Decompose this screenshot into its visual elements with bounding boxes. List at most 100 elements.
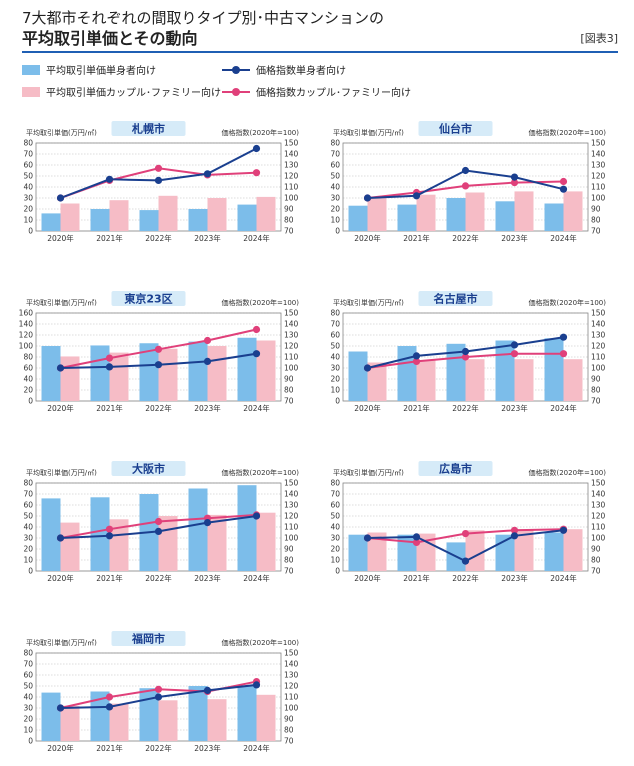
point-single bbox=[105, 532, 114, 540]
left-tick-label: 30 bbox=[23, 194, 33, 203]
right-tick-label: 120 bbox=[591, 512, 606, 521]
left-tick-label: 30 bbox=[330, 534, 340, 543]
legend-swatch-family-bar bbox=[22, 86, 40, 97]
left-tick-label: 60 bbox=[23, 671, 33, 680]
x-tick-label: 2023年 bbox=[194, 743, 221, 753]
left-tick-label: 60 bbox=[23, 161, 33, 170]
x-tick-label: 2021年 bbox=[96, 743, 123, 753]
right-tick-label: 130 bbox=[591, 331, 606, 340]
bar-single bbox=[544, 338, 564, 401]
city-badge bbox=[111, 631, 186, 646]
right-tick-label: 100 bbox=[284, 704, 299, 713]
x-tick-label: 2022年 bbox=[452, 233, 479, 243]
x-tick-label: 2024年 bbox=[243, 743, 270, 753]
right-tick-label: 80 bbox=[284, 556, 294, 565]
right-tick-label: 110 bbox=[284, 523, 299, 532]
city-badge bbox=[111, 461, 186, 476]
x-tick-label: 2020年 bbox=[47, 403, 74, 413]
left-tick-label: 40 bbox=[330, 183, 340, 192]
city-name: 東京23区 bbox=[124, 292, 172, 306]
header: 7大都市それぞれの間取りタイプ別･中古マンションの 平均取引単価とその動向 [図… bbox=[22, 8, 618, 50]
left-tick-label: 50 bbox=[23, 172, 33, 181]
point-family bbox=[510, 179, 519, 187]
city-name: 大阪市 bbox=[132, 462, 165, 476]
bar-family bbox=[256, 512, 276, 571]
legend-label-family-bar: 平均取引単価カップル･ファミリー向け bbox=[46, 88, 221, 99]
right-tick-label: 150 bbox=[591, 479, 606, 488]
left-tick-label: 60 bbox=[23, 501, 33, 510]
bar-family bbox=[367, 532, 387, 571]
bar-family bbox=[207, 346, 227, 401]
left-tick-label: 20 bbox=[330, 205, 340, 214]
right-tick-label: 70 bbox=[284, 397, 294, 406]
right-tick-label: 110 bbox=[284, 353, 299, 362]
left-axis-title: 平均取引単価(万円/㎡) bbox=[333, 128, 404, 137]
point-single bbox=[56, 704, 65, 712]
right-tick-label: 140 bbox=[284, 490, 299, 499]
point-single bbox=[154, 176, 163, 184]
left-tick-label: 60 bbox=[330, 331, 340, 340]
left-tick-label: 50 bbox=[330, 342, 340, 351]
x-tick-label: 2022年 bbox=[145, 233, 172, 243]
bar-family bbox=[60, 356, 80, 401]
left-axis-title: 平均取引単価(万円/㎡) bbox=[26, 128, 97, 137]
city-name: 広島市 bbox=[439, 462, 472, 476]
city-name: 名古屋市 bbox=[434, 292, 478, 306]
right-tick-label: 130 bbox=[284, 501, 299, 510]
left-tick-label: 60 bbox=[330, 161, 340, 170]
right-tick-label: 150 bbox=[284, 139, 299, 148]
point-single bbox=[105, 175, 114, 183]
left-tick-label: 160 bbox=[19, 309, 34, 318]
bar-family bbox=[60, 522, 80, 571]
bar-family bbox=[158, 700, 178, 741]
point-family bbox=[105, 525, 114, 533]
legend-label-single-bar: 平均取引単価単身者向け bbox=[46, 66, 156, 77]
right-axis-title: 価格指数(2020年=100) bbox=[221, 298, 299, 307]
left-tick-label: 50 bbox=[330, 172, 340, 181]
bar-family bbox=[563, 529, 583, 571]
bar-family bbox=[563, 359, 583, 401]
left-tick-label: 20 bbox=[23, 715, 33, 724]
left-tick-label: 70 bbox=[23, 150, 33, 159]
point-single bbox=[461, 347, 470, 356]
point-single bbox=[203, 519, 212, 527]
right-tick-label: 70 bbox=[591, 567, 601, 576]
left-tick-label: 40 bbox=[23, 693, 33, 702]
point-single bbox=[412, 352, 421, 360]
bar-single bbox=[90, 497, 110, 571]
x-tick-label: 2022年 bbox=[452, 403, 479, 413]
bar-single bbox=[446, 198, 466, 231]
x-tick-label: 2024年 bbox=[550, 573, 577, 583]
right-axis-title: 価格指数(2020年=100) bbox=[221, 638, 299, 647]
right-tick-label: 120 bbox=[284, 172, 299, 181]
x-tick-label: 2023年 bbox=[194, 403, 221, 413]
point-family bbox=[252, 169, 261, 177]
left-tick-label: 20 bbox=[330, 375, 340, 384]
left-tick-label: 10 bbox=[330, 216, 340, 225]
left-tick-label: 40 bbox=[23, 523, 33, 532]
bar-single bbox=[237, 204, 257, 231]
bar-single bbox=[41, 692, 61, 741]
point-single bbox=[252, 144, 261, 153]
point-single bbox=[252, 350, 261, 358]
bar-family bbox=[465, 530, 485, 571]
left-axis-title: 平均取引単価(万円/㎡) bbox=[333, 468, 404, 477]
x-tick-label: 2021年 bbox=[403, 573, 430, 583]
bar-family bbox=[109, 352, 129, 401]
right-tick-label: 130 bbox=[591, 161, 606, 170]
left-tick-label: 80 bbox=[23, 479, 33, 488]
right-tick-label: 100 bbox=[284, 534, 299, 543]
bar-single bbox=[237, 337, 257, 401]
legend: 平均取引単価単身者向け 平均取引単価カップル･ファミリー向け 価格指数単身者向け… bbox=[22, 62, 618, 106]
left-tick-label: 140 bbox=[19, 320, 34, 329]
x-tick-label: 2020年 bbox=[354, 403, 381, 413]
legend-label-family-line: 価格指数カップル･ファミリー向け bbox=[256, 88, 411, 99]
bar-single bbox=[41, 213, 61, 231]
right-tick-label: 100 bbox=[591, 364, 606, 373]
right-axis-title: 価格指数(2020年=100) bbox=[221, 468, 299, 477]
bar-single bbox=[90, 209, 110, 231]
x-tick-label: 2021年 bbox=[96, 573, 123, 583]
title-rule bbox=[22, 51, 618, 53]
bar-single bbox=[544, 532, 564, 571]
